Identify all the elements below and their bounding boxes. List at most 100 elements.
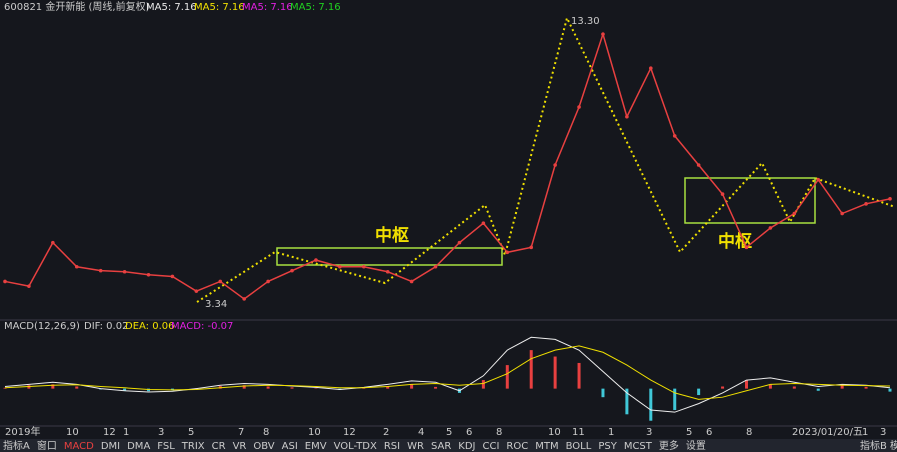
dea-line <box>4 345 891 400</box>
tab[interactable]: 更多 <box>659 439 679 452</box>
tab[interactable]: WR <box>407 441 424 452</box>
x-label: 3 <box>880 427 886 438</box>
tab[interactable]: 指标A <box>3 439 30 452</box>
tab[interactable]: SAR <box>431 441 451 452</box>
pivot-label: 中枢 <box>375 225 409 246</box>
tab[interactable]: BOLL <box>566 441 592 452</box>
pivot-box <box>684 177 816 224</box>
x-label: 5 <box>686 427 692 438</box>
price-point <box>51 240 55 245</box>
ma-label: MA5: 7.16 <box>242 2 293 13</box>
tab[interactable]: MTM <box>535 441 558 452</box>
high-label: 13.30 <box>571 16 600 27</box>
x-label: 2 <box>383 427 389 438</box>
price-point <box>314 258 318 262</box>
tab[interactable]: CCI <box>483 441 500 452</box>
price-point <box>744 245 749 250</box>
tab[interactable]: ROC <box>506 441 528 452</box>
price-point <box>3 279 7 284</box>
tab[interactable]: FSL <box>157 441 175 452</box>
x-label: 10 <box>66 427 79 438</box>
x-label: 8 <box>263 427 269 438</box>
price-point <box>242 297 246 301</box>
ma-label: MA5: 7.16 <box>194 2 245 13</box>
tab-bar <box>0 439 897 452</box>
ma-label: MA5: 7.16 <box>146 2 197 13</box>
macd-label: MACD: -0.07 <box>171 321 233 332</box>
pivot-label: 中枢 <box>718 231 752 252</box>
price-point <box>361 264 366 269</box>
price-point <box>816 177 821 182</box>
price-point <box>290 268 294 273</box>
price-point <box>792 211 797 216</box>
tab[interactable]: KDJ <box>458 441 475 452</box>
pivot-box <box>276 247 503 266</box>
tab[interactable]: DMA <box>127 441 150 452</box>
x-label: 7 <box>238 427 244 438</box>
tab[interactable]: MCST <box>624 441 653 452</box>
tab[interactable]: 设置 <box>686 440 706 452</box>
x-label: 2023/01/20/五 <box>792 427 863 438</box>
tab[interactable]: EMV <box>305 441 327 452</box>
x-label: 6 <box>466 427 472 438</box>
price-point <box>481 221 486 226</box>
ma-label: MA5: 7.16 <box>290 2 341 13</box>
price-point <box>768 226 773 230</box>
x-label: 11 <box>572 427 585 438</box>
price-point <box>98 268 103 273</box>
price-point <box>218 279 223 284</box>
tab[interactable]: TRIX <box>181 441 205 452</box>
x-label: 1 <box>123 427 129 438</box>
tab[interactable]: VOL-TDX <box>334 441 377 452</box>
price-point <box>385 269 390 274</box>
dif-label: DIF: 0.02 <box>84 321 128 332</box>
x-label: 8 <box>496 427 502 438</box>
tab[interactable]: CR <box>212 441 226 452</box>
tab[interactable]: OBV <box>253 441 274 452</box>
x-label: 8 <box>746 427 752 438</box>
price-line <box>4 31 891 300</box>
price-point <box>577 105 581 109</box>
x-label: 5 <box>188 427 194 438</box>
symbol: 600821 金开新能 (周线,前复权) <box>4 0 150 13</box>
x-label: 12 <box>343 427 356 438</box>
tab[interactable]: MACD <box>64 441 94 452</box>
price-point <box>409 279 414 284</box>
tab[interactable]: ASI <box>282 441 298 452</box>
price-point <box>864 202 868 206</box>
tab[interactable]: DMI <box>101 441 120 452</box>
price-point <box>649 66 653 71</box>
price-point <box>720 192 725 196</box>
dif-line <box>4 336 891 413</box>
price-point <box>553 163 557 167</box>
price-point <box>840 211 844 216</box>
price-point <box>170 274 175 279</box>
price-point <box>696 163 701 167</box>
price-point <box>625 114 629 119</box>
x-label: 3 <box>158 427 164 438</box>
price-point <box>146 272 151 277</box>
price-point <box>74 264 79 269</box>
price-point <box>601 32 605 36</box>
x-label: 6 <box>706 427 712 438</box>
x-label: 3 <box>646 427 652 438</box>
x-label: 1 <box>608 427 614 438</box>
tab[interactable]: VR <box>233 441 247 452</box>
x-label: 1 <box>862 427 868 438</box>
x-label: 12 <box>103 427 116 438</box>
tab[interactable]: 窗口 <box>37 439 57 452</box>
tab-right[interactable]: 指标B 模 <box>860 439 897 452</box>
price-point <box>433 264 438 269</box>
x-label: 5 <box>446 427 452 438</box>
price-point <box>27 284 31 288</box>
tab[interactable]: PSY <box>598 441 617 452</box>
x-label: 4 <box>418 427 424 438</box>
tab[interactable]: RSI <box>384 441 400 452</box>
dea-label: DEA: 0.06 <box>125 321 175 332</box>
macd-header: MACD(12,26,9) <box>4 321 80 332</box>
price-point <box>457 240 462 245</box>
x-label: 10 <box>308 427 321 438</box>
price-point <box>266 279 270 284</box>
